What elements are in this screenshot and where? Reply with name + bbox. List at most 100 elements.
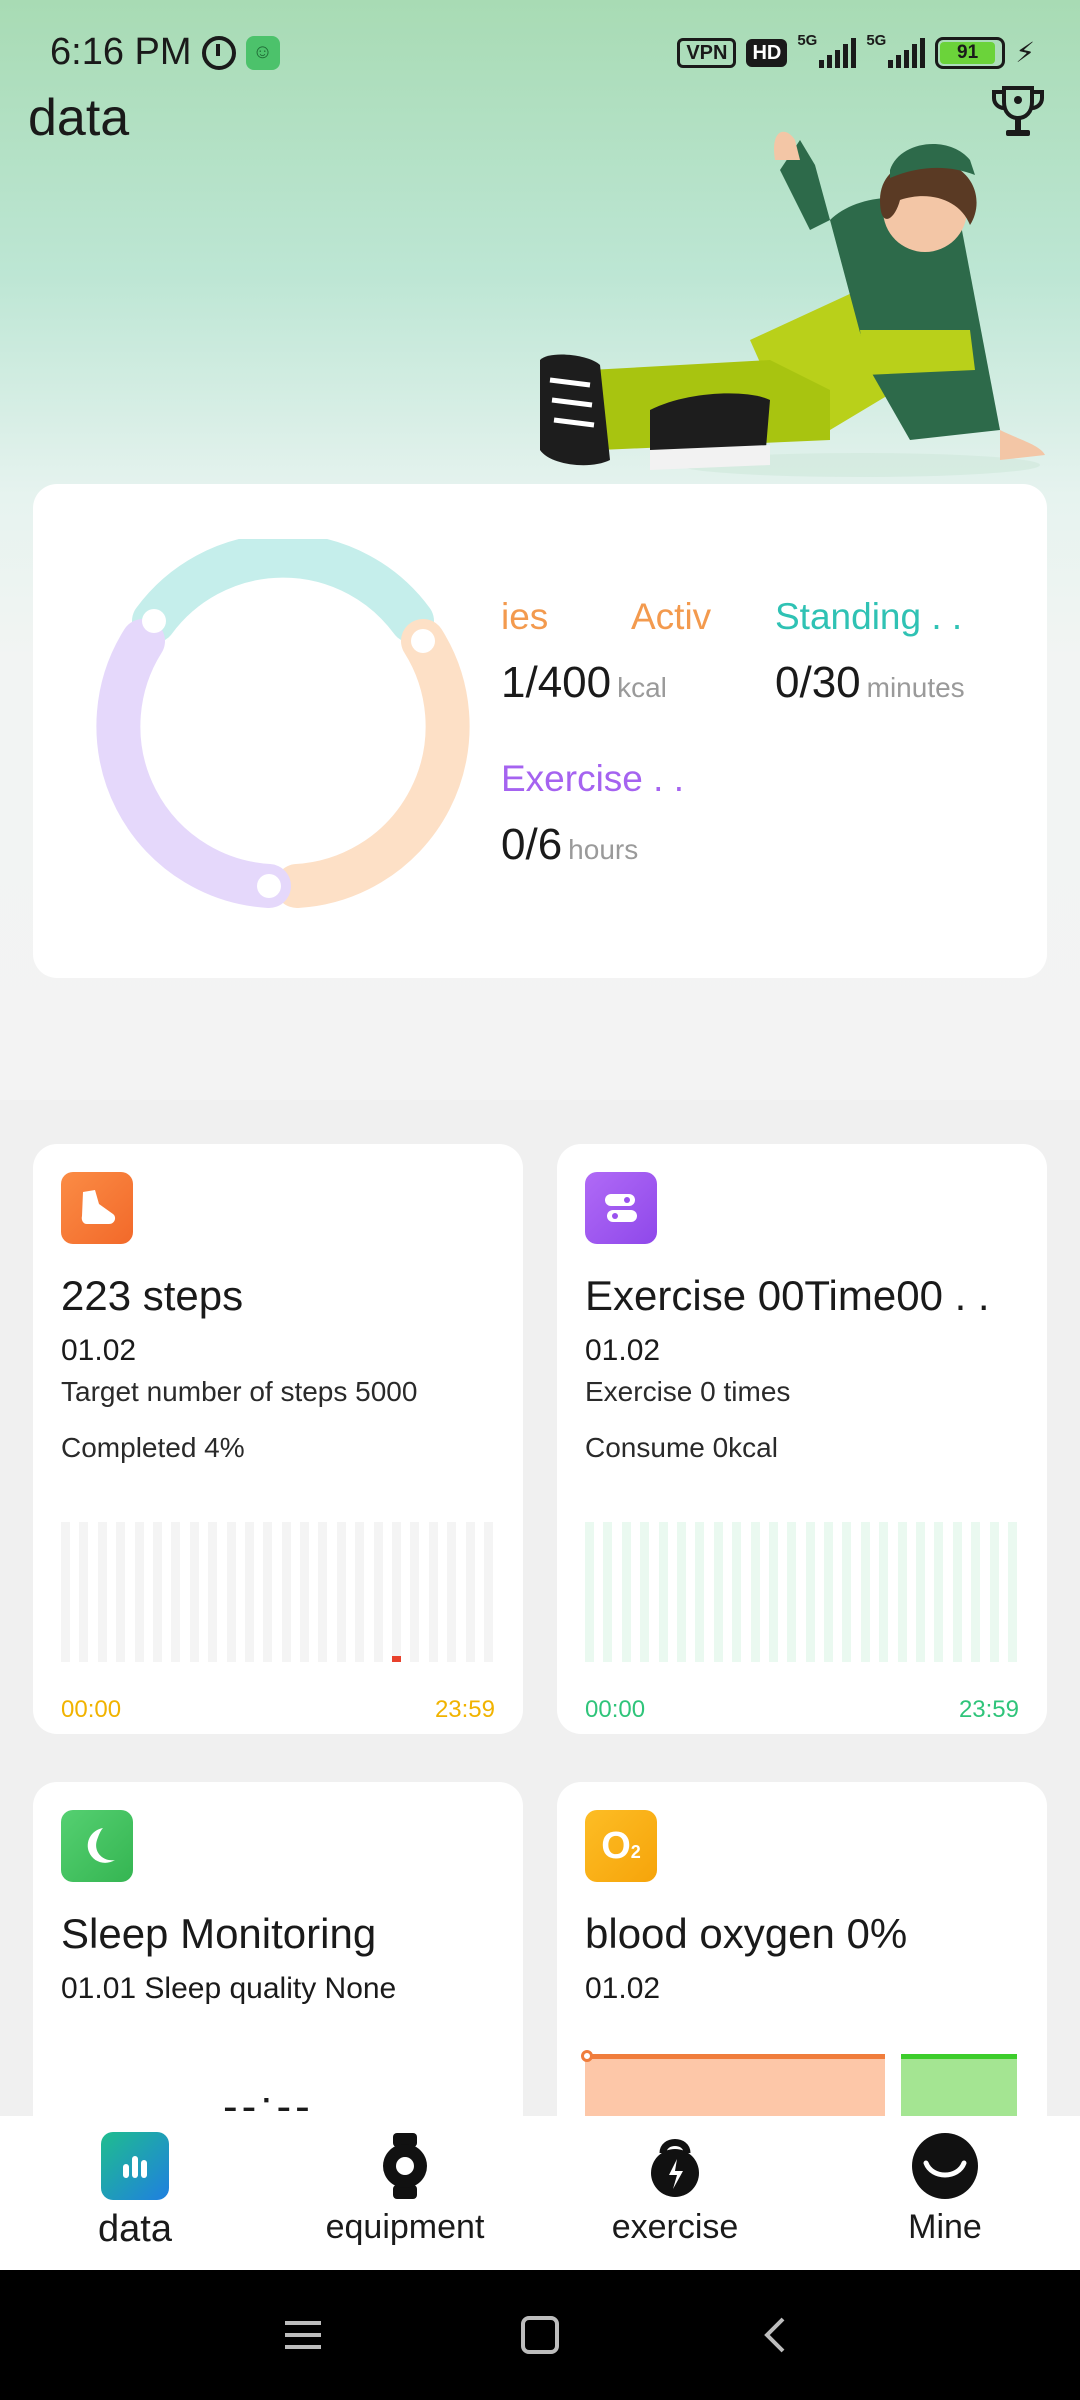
robot-app-icon: ☺ [245,35,280,70]
nav-data[interactable]: data [0,2116,270,2270]
steps-time-end: 23:59 [434,1696,495,1723]
steps-date: 01.02 [61,1334,137,1367]
hour-bar [787,1522,797,1662]
hour-bar [373,1522,383,1662]
vpn-badge: VPN [677,37,737,68]
hour-bar [750,1522,760,1662]
activity-rings-card[interactable]: ies 1/400 kcal Activ Standing . . 0/30 min… [33,484,1047,978]
nav-equipment[interactable]: equipment [270,2116,540,2270]
hour-bar [1007,1522,1017,1662]
hour-bar [842,1522,852,1662]
active-label: Activ [631,596,712,637]
battery-icon: 91 [935,36,1006,69]
nav-mine[interactable]: Mine [810,2116,1080,2270]
hour-bar [97,1522,107,1662]
hour-bar [392,1522,402,1662]
sleep-subtitle: 01.01 Sleep quality None [61,1972,397,2005]
home-icon[interactable] [520,2315,560,2355]
hour-bar [483,1522,493,1662]
standing-unit: minutes [866,672,965,703]
hour-bar [603,1522,613,1662]
hour-bar [585,1522,594,1662]
calories-value: 1/400 [501,658,612,707]
flame-icon [411,629,435,653]
hour-bar [676,1522,686,1662]
battery-level: 91 [940,41,995,64]
character-illustration [540,131,1045,477]
hour-bar [621,1522,631,1662]
exercise-unit: hours [568,834,639,865]
hour-bar [318,1522,328,1662]
steps-completed: Completed 4% [61,1432,245,1463]
calories-ring-track [275,619,470,908]
hour-bar [934,1522,944,1662]
nav-label-data: data [98,2208,172,2250]
hour-bar [263,1522,273,1662]
hour-bar [116,1522,126,1662]
hour-bar [410,1522,420,1662]
hour-bar [152,1522,162,1662]
nav-exercise[interactable]: exercise [540,2116,810,2270]
hour-bar [952,1522,962,1662]
hour-bar [244,1522,254,1662]
active-goal: Activ [631,596,723,638]
hour-bar [989,1522,999,1662]
nav-label-mine: Mine [908,2208,982,2246]
exercise-count: Exercise 0 times [585,1376,791,1407]
exercise-card[interactable]: Exercise 00Time00 . . 01.02 Exercise 0 t… [557,1144,1047,1734]
watch-icon [371,2132,439,2200]
status-bar: 6:16 PM ☺ VPN HD 5G 5G 91 ⚡ [0,0,1080,105]
calories-label: ies [501,596,549,637]
exercise-label: Exercise . . [501,758,684,799]
hour-bar [61,1522,70,1662]
hour-bar [640,1522,650,1662]
standing-label: Standing . . [775,596,963,637]
exercise-time-start: 00:00 [585,1696,646,1723]
hour-bar [897,1522,907,1662]
hour-bar [768,1522,778,1662]
hour-bar [336,1522,346,1662]
calories-unit: kcal [617,672,667,703]
moon-icon [61,1810,133,1882]
hd-badge: HD [746,38,788,67]
hour-bar [465,1522,475,1662]
kettlebell-icon [641,2132,709,2200]
trophy-icon[interactable] [986,80,1050,144]
oxygen-title: blood oxygen 0% [585,1910,908,1957]
steps-bar-chart [61,1522,493,1662]
hour-bar [447,1522,457,1662]
standing-goal: Standing . . 0/30 minutes [775,596,965,708]
calories-goal: ies 1/400 kcal [501,596,667,708]
hour-bar [879,1522,889,1662]
exercise-route-icon [585,1172,657,1244]
hour-bar [860,1522,870,1662]
hour-bar [805,1522,815,1662]
hour-bar [916,1522,926,1662]
oxygen-date: 01.02 [585,1972,661,2005]
hour-bar [355,1522,365,1662]
exercise-goal: Exercise . . 0/6 hours [501,758,684,870]
hour-bar [713,1522,723,1662]
hour-bar [226,1522,236,1662]
hour-bar [189,1522,199,1662]
oxygen-marker [581,2050,593,2062]
standing-ring-track [132,539,434,643]
exercise-value: 0/6 [501,820,563,869]
alarm-icon [201,35,236,70]
profile-icon [911,2132,979,2200]
exercise-time-end: 23:59 [958,1696,1019,1723]
hour-bar [695,1522,705,1662]
back-icon[interactable] [757,2315,797,2355]
hour-bar [281,1522,291,1662]
exercise-title: Exercise 00Time00 . . [585,1272,990,1319]
bar-chart-icon [101,2132,169,2200]
nav-label-exercise: exercise [611,2208,739,2246]
status-time: 6:16 PM [50,31,192,73]
exercise-ring-track [96,619,291,908]
sleep-title: Sleep Monitoring [61,1910,377,1957]
nav-label-equipment: equipment [325,2208,485,2246]
steps-card[interactable]: 223 steps 01.02 Target number of steps 5… [33,1144,523,1734]
hour-bar [428,1522,438,1662]
menu-icon[interactable] [283,2315,323,2355]
exercise-bar-chart [585,1522,1017,1662]
